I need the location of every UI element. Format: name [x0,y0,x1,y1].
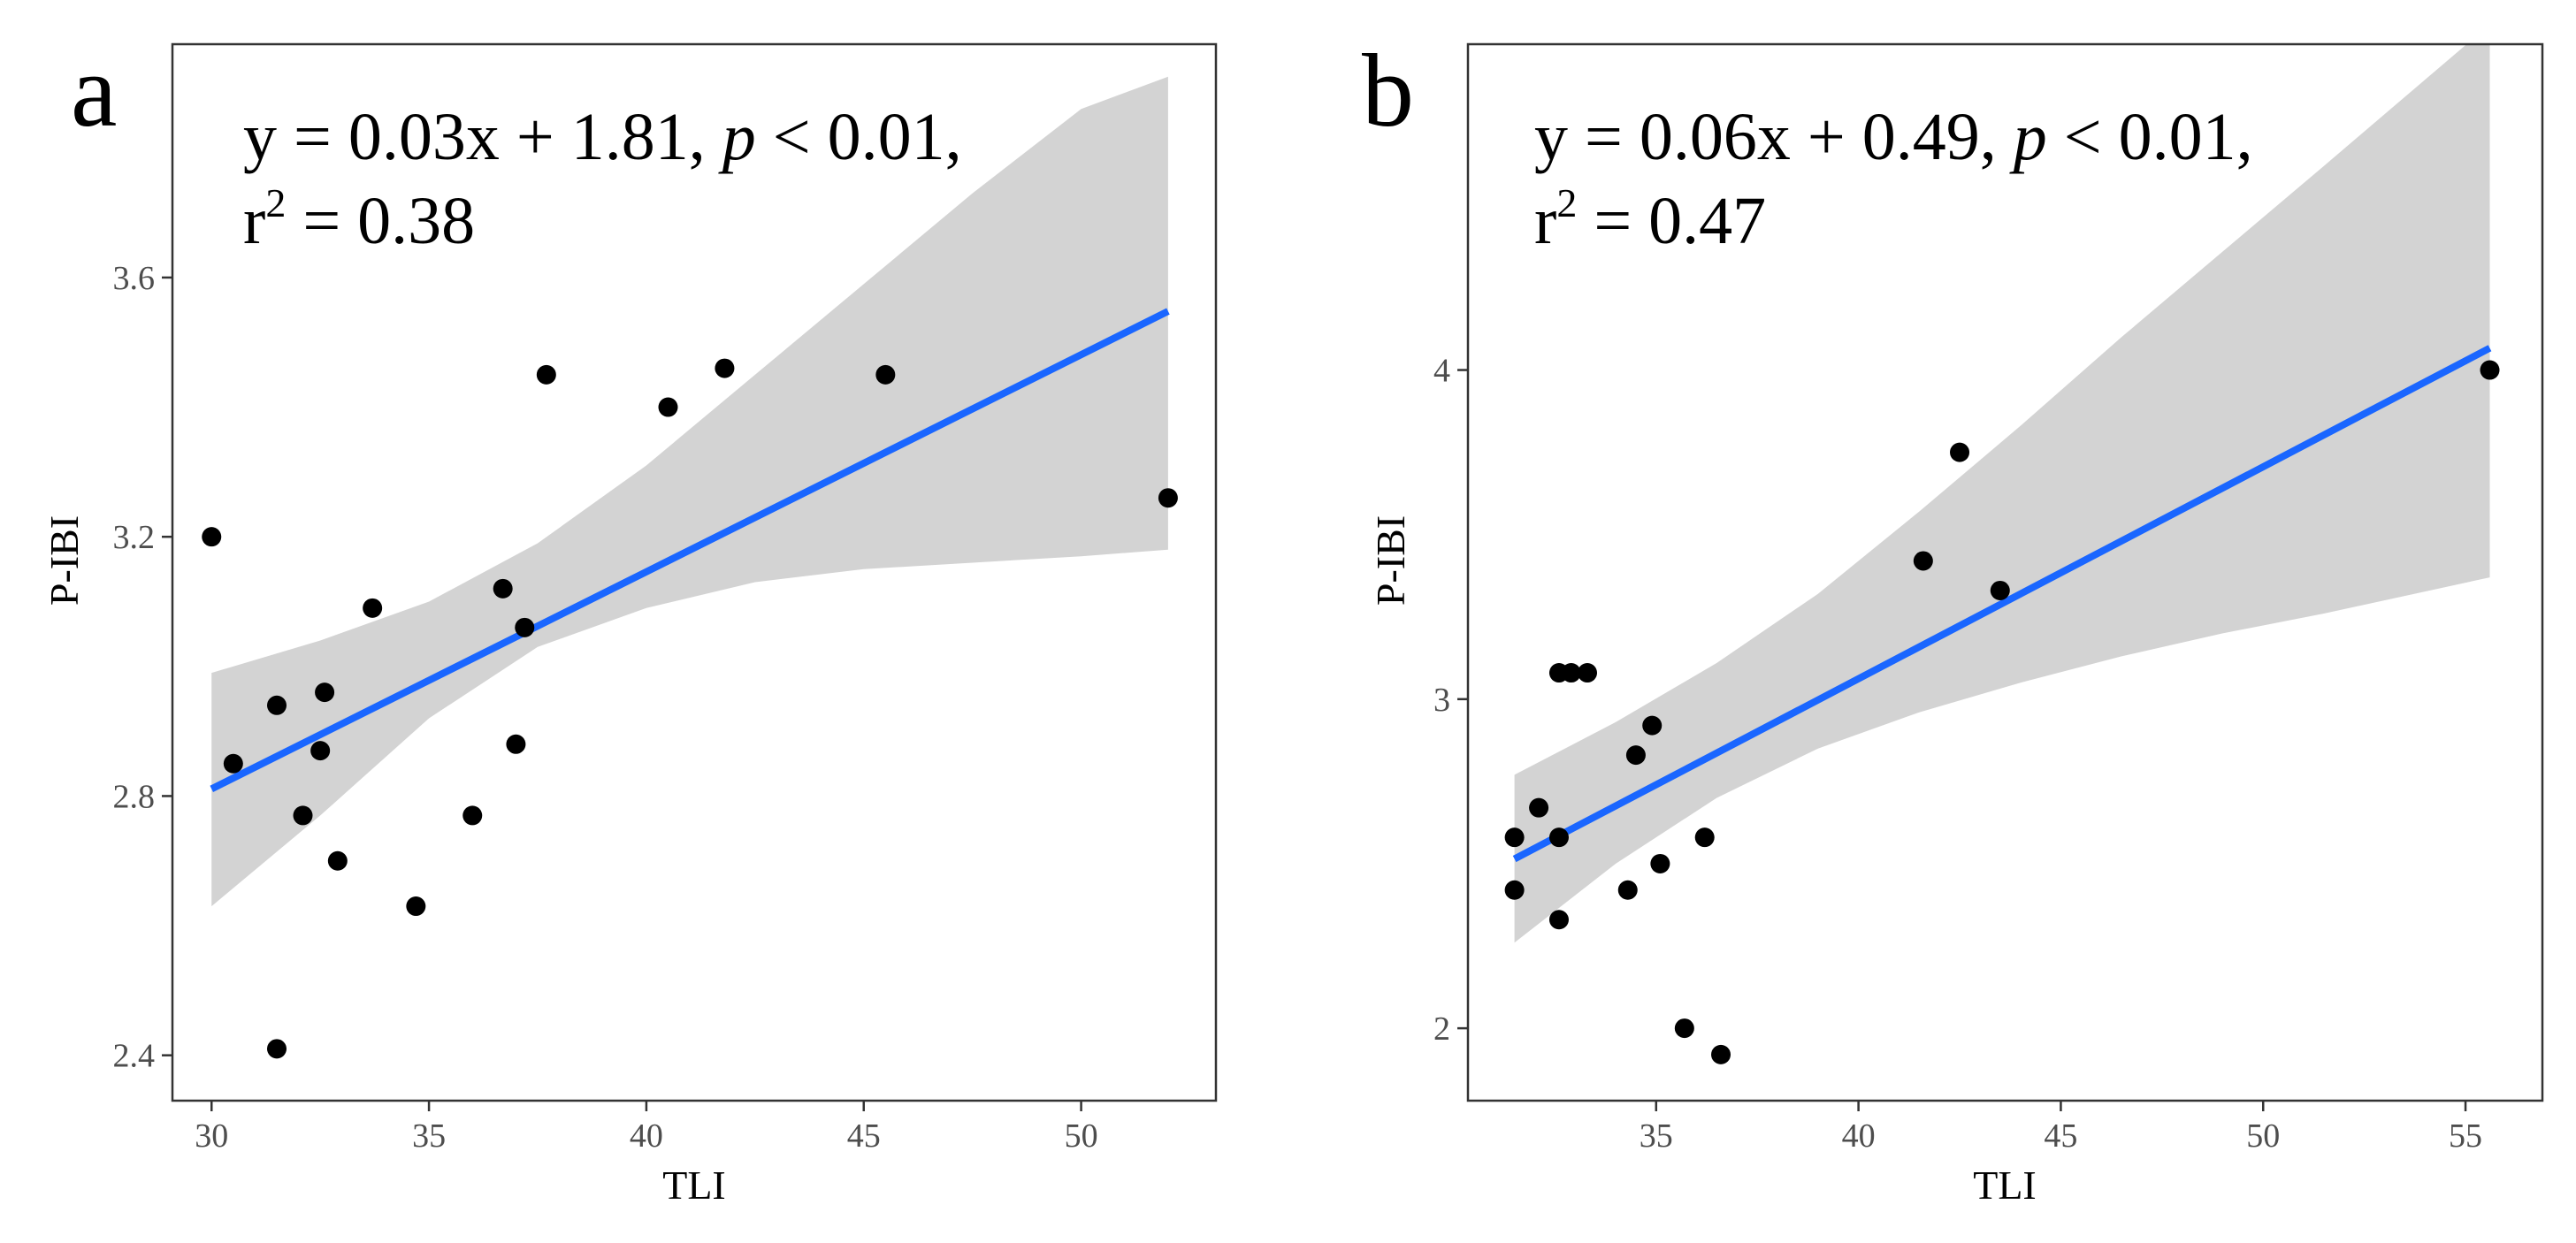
data-point [1617,880,1638,900]
y-tick-label: 2.4 [113,1038,156,1075]
y-axis-title-b: P-IBI [1368,515,1413,606]
y-tick-label: 2 [1433,1010,1450,1048]
y-tick-label: 2.8 [113,778,156,815]
data-point [1674,1018,1694,1039]
y-tick-label: 4 [1433,353,1450,390]
axes-b: 35 40 45 50 55 2 3 4 [1433,42,2544,1155]
data-point [363,598,383,618]
data-point [315,683,335,703]
data-point [2480,360,2500,380]
x-tick-label: 55 [2449,1117,2482,1155]
panel-border [1466,42,2544,1102]
data-point [223,753,243,774]
data-point [267,1039,287,1059]
y-tick-label: 3.2 [113,519,156,556]
data-point [658,397,678,417]
data-point [715,358,735,378]
x-tick-label: 35 [1640,1117,1673,1155]
data-point [202,527,222,547]
x-tick-label: 30 [195,1117,228,1155]
data-point [462,805,483,826]
data-point [1158,488,1178,508]
data-point [536,364,556,385]
axes-a: 30 35 40 45 50 2.4 2.8 3.2 3.6 [113,42,1218,1155]
data-point [1950,442,1970,462]
data-point [1529,797,1549,818]
x-tick-label: 40 [630,1117,663,1155]
panel-border [171,42,1218,1102]
data-point [406,896,426,917]
confidence-band [1514,44,2490,943]
data-point [1694,827,1715,848]
panel-letter-b: b [1362,33,1414,149]
plot-clip-group [1504,44,2500,1064]
plot-area-b [1504,44,2500,1064]
x-tick-label: 45 [2044,1117,2077,1155]
data-point [327,850,348,871]
data-point [875,364,896,385]
regression-line [210,308,1170,792]
data-point [1504,827,1525,848]
r-squared-annotation-b: r2 = 0.47 [1534,180,1766,258]
panel-b: b y = 0.06x + 0.49, p < 0.01, r2 = 0.47 … [1362,33,2544,1208]
data-point [493,578,513,599]
panel-letter-a: a [71,33,117,149]
x-axis-title-a: TLI [662,1163,726,1208]
r-squared-annotation-a: r2 = 0.38 [243,180,475,258]
data-point [1504,880,1525,900]
data-point [1642,715,1663,736]
y-tick-label: 3 [1433,682,1450,719]
y-tick-label: 3.6 [113,260,156,297]
data-point [1625,745,1646,766]
data-point [293,805,313,826]
data-point [1561,663,1581,683]
data-point [506,734,526,754]
data-point [1650,853,1670,873]
plot-area-a [202,76,1178,1059]
data-point [1548,827,1569,848]
data-point [515,617,535,637]
x-tick-label: 35 [412,1117,446,1155]
data-point [1711,1044,1731,1064]
data-point [1548,910,1569,930]
data-point [1990,580,2010,600]
plot-clip-group [202,76,1178,1059]
regression-line [1512,345,2492,863]
data-point [267,695,287,715]
y-axis-title-a: P-IBI [42,515,87,606]
x-tick-label: 45 [847,1117,881,1155]
data-point [310,741,331,761]
regression-annotation-a: y = 0.03x + 1.81, p < 0.01, [243,100,962,174]
panel-a: a y = 0.03x + 1.81, p < 0.01, r2 = 0.38 … [42,33,1218,1208]
x-tick-label: 50 [2246,1117,2280,1155]
confidence-band [211,76,1168,907]
regression-annotation-b: y = 0.06x + 0.49, p < 0.01, [1534,100,2253,174]
x-axis-title-b: TLI [1973,1163,2037,1208]
data-point [1578,663,1597,683]
data-point [1913,551,1933,571]
x-tick-label: 40 [1842,1117,1876,1155]
x-tick-label: 50 [1065,1117,1098,1155]
